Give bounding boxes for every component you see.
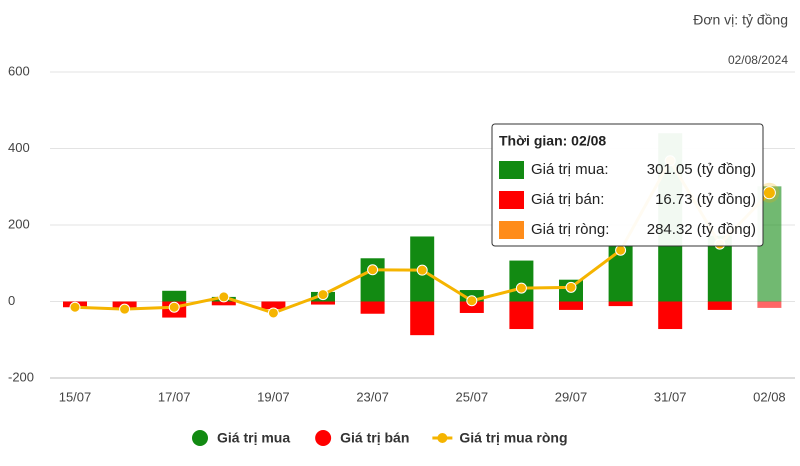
net-point xyxy=(515,282,527,294)
unit-note: Đơn vị: tỷ đồng xyxy=(693,12,788,28)
net-point xyxy=(466,295,478,307)
x-tick-label: 25/07 xyxy=(456,389,489,404)
tooltip: Thời gian: 02/08 Giá trị mua: 301.05 (tỷ đ… xyxy=(491,123,764,247)
bar xyxy=(410,301,435,336)
x-tick-label: 29/07 xyxy=(555,389,588,404)
legend-swatch xyxy=(437,433,448,443)
tooltip-label: Giá trị bán: xyxy=(531,191,604,208)
tooltip-swatch xyxy=(499,191,524,209)
legend-label: Giá trị mua xyxy=(217,430,290,446)
tooltip-swatch xyxy=(499,161,524,179)
bar xyxy=(757,301,782,308)
net-point xyxy=(615,244,627,256)
net-point xyxy=(762,186,776,200)
net-point xyxy=(565,281,577,293)
net-point xyxy=(416,264,428,276)
x-tick-label: 02/08 xyxy=(753,389,786,404)
legend-swatch xyxy=(192,430,208,446)
bar xyxy=(162,290,187,302)
bar xyxy=(658,301,683,330)
bar xyxy=(360,301,385,314)
date-note: 02/08/2024 xyxy=(728,53,788,67)
x-tick-label: 31/07 xyxy=(654,389,687,404)
legend-label: Giá trị mua ròng xyxy=(459,430,567,446)
bar xyxy=(707,301,732,310)
y-tick-label: 200 xyxy=(8,216,30,231)
legend-swatch xyxy=(315,430,332,446)
y-tick-label: -200 xyxy=(8,369,34,384)
y-tick-label: 600 xyxy=(8,63,30,78)
y-tick-label: 0 xyxy=(8,293,15,308)
net-point xyxy=(119,303,131,315)
tooltip-value: 284.32 (tỷ đồng) xyxy=(647,221,756,238)
net-point xyxy=(267,307,279,319)
bar xyxy=(608,301,633,307)
legend-label: Giá trị bán xyxy=(340,430,409,446)
net-point xyxy=(317,289,329,301)
tooltip-label: Giá trị mua: xyxy=(531,161,609,178)
tooltip-swatch xyxy=(499,221,524,239)
bar xyxy=(261,301,286,310)
tooltip-label: Giá trị ròng: xyxy=(531,221,609,238)
net-point xyxy=(218,291,230,303)
bar xyxy=(311,301,335,305)
net-point xyxy=(69,301,81,313)
x-tick-label: 15/07 xyxy=(59,389,92,404)
x-tick-label: 23/07 xyxy=(356,389,389,404)
bar xyxy=(211,301,236,306)
bar xyxy=(459,301,484,313)
bar xyxy=(509,301,534,330)
bar xyxy=(559,301,583,310)
x-tick-label: 17/07 xyxy=(158,389,191,404)
tooltip-value: 301.05 (tỷ đồng) xyxy=(647,161,756,178)
net-point xyxy=(367,264,379,276)
tooltip-box xyxy=(491,123,764,247)
x-tick-label: 19/07 xyxy=(257,389,290,404)
tooltip-value: 16.73 (tỷ đồng) xyxy=(655,191,756,208)
bar xyxy=(509,260,534,302)
y-tick-label: 400 xyxy=(8,140,30,155)
tooltip-title: Thời gian: 02/08 xyxy=(499,133,606,149)
net-point xyxy=(168,301,180,313)
